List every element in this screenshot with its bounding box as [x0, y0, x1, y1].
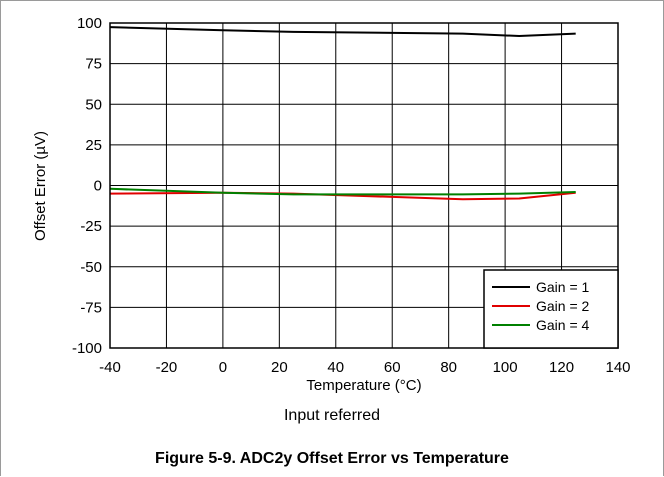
x-tick-label: 0 [219, 359, 227, 376]
figure-caption: Figure 5-9. ADC2y Offset Error vs Temper… [155, 450, 509, 467]
x-tick-label: 20 [271, 359, 288, 376]
x-tick-label: 60 [384, 359, 401, 376]
series-line-gain-1 [109, 26, 576, 38]
y-tick-label: 50 [85, 96, 102, 113]
legend: Gain = 1 Gain = 2 Gain = 4 [483, 269, 619, 349]
y-tick-labels: -100 -75 -50 -25 0 25 50 75 100 [72, 15, 102, 357]
y-tick-label: 0 [94, 178, 102, 195]
x-tick-label: 100 [493, 359, 518, 376]
y-tick-label: 100 [77, 15, 102, 32]
x-tick-label: -20 [156, 359, 178, 376]
series-line-gain-4 [109, 187, 576, 196]
input-referred-note: Input referred [283, 407, 381, 424]
y-tick-label: 75 [85, 56, 102, 73]
offset-error-chart: -40 -20 0 20 40 60 80 100 120 140 -100 -75 -50 -25 0 2… [32, 15, 631, 394]
y-tick-label: -25 [80, 218, 102, 235]
legend-entry-label: Gain = 1 [536, 279, 590, 295]
x-tick-labels: -40 -20 0 20 40 60 80 100 120 140 [99, 359, 630, 376]
y-tick-label: 25 [85, 137, 102, 154]
legend-entry-label: Gain = 2 [536, 298, 590, 314]
y-tick-label: -100 [72, 340, 102, 357]
x-tick-label: 140 [605, 359, 630, 376]
x-axis-label: Temperature (°C) [306, 377, 421, 394]
legend-box [483, 269, 619, 349]
x-tick-label: -40 [99, 359, 121, 376]
legend-entry-label: Gain = 4 [536, 317, 590, 333]
y-tick-label: -75 [80, 299, 102, 316]
y-axis-label: Offset Error (µV) [32, 131, 49, 241]
plot-border [109, 22, 619, 349]
y-tick-label: -50 [80, 259, 102, 276]
series-lines [109, 26, 576, 201]
x-tick-label: 120 [549, 359, 574, 376]
x-tick-label: 80 [440, 359, 457, 376]
x-tick-label: 40 [327, 359, 344, 376]
